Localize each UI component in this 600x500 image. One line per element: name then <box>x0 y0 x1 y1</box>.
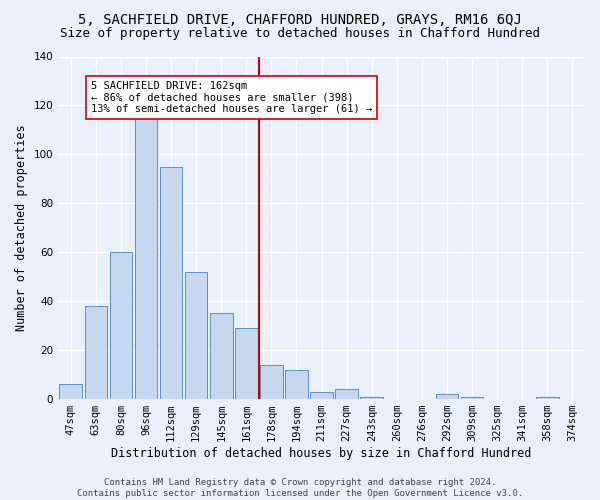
X-axis label: Distribution of detached houses by size in Chafford Hundred: Distribution of detached houses by size … <box>112 447 532 460</box>
Bar <box>285 370 308 399</box>
Bar <box>260 365 283 399</box>
Bar <box>160 166 182 399</box>
Bar <box>134 118 157 399</box>
Bar <box>361 396 383 399</box>
Bar <box>536 396 559 399</box>
Bar <box>210 314 233 399</box>
Bar <box>310 392 333 399</box>
Text: Contains HM Land Registry data © Crown copyright and database right 2024.
Contai: Contains HM Land Registry data © Crown c… <box>77 478 523 498</box>
Y-axis label: Number of detached properties: Number of detached properties <box>15 124 28 331</box>
Bar <box>185 272 208 399</box>
Text: 5 SACHFIELD DRIVE: 162sqm
← 86% of detached houses are smaller (398)
13% of semi: 5 SACHFIELD DRIVE: 162sqm ← 86% of detac… <box>91 81 372 114</box>
Bar <box>436 394 458 399</box>
Text: Size of property relative to detached houses in Chafford Hundred: Size of property relative to detached ho… <box>60 28 540 40</box>
Bar <box>335 390 358 399</box>
Bar <box>235 328 257 399</box>
Text: 5, SACHFIELD DRIVE, CHAFFORD HUNDRED, GRAYS, RM16 6QJ: 5, SACHFIELD DRIVE, CHAFFORD HUNDRED, GR… <box>78 12 522 26</box>
Bar <box>85 306 107 399</box>
Bar <box>110 252 132 399</box>
Bar <box>59 384 82 399</box>
Bar <box>461 396 484 399</box>
